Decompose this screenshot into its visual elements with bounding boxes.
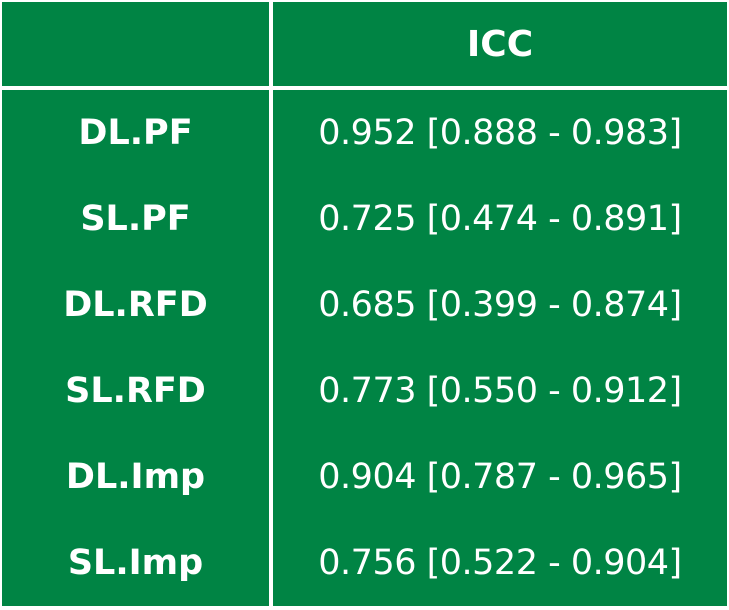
table-row: SL.Imp 0.756 [0.522 - 0.904]	[2, 520, 727, 606]
table-row: SL.RFD 0.773 [0.550 - 0.912]	[2, 348, 727, 434]
row-value: 0.685 [0.399 - 0.874]	[318, 285, 682, 325]
row-label: SL.RFD	[65, 371, 206, 411]
table-row: DL.PF 0.952 [0.888 - 0.983]	[2, 90, 727, 176]
row-label: DL.PF	[78, 113, 193, 153]
row-label: DL.Imp	[65, 457, 206, 497]
row-label: SL.PF	[80, 199, 191, 239]
row-value: 0.952 [0.888 - 0.983]	[318, 113, 682, 153]
row-value: 0.725 [0.474 - 0.891]	[318, 199, 682, 239]
table-body: DL.PF 0.952 [0.888 - 0.983] SL.PF 0.725 …	[2, 90, 727, 606]
row-value: 0.773 [0.550 - 0.912]	[318, 371, 682, 411]
table-row: SL.PF 0.725 [0.474 - 0.891]	[2, 176, 727, 262]
table-row: DL.RFD 0.685 [0.399 - 0.874]	[2, 262, 727, 348]
vertical-divider	[269, 2, 273, 606]
header-divider	[2, 86, 727, 90]
row-label: DL.RFD	[63, 285, 208, 325]
table-row: DL.Imp 0.904 [0.787 - 0.965]	[2, 434, 727, 520]
row-value: 0.904 [0.787 - 0.965]	[318, 457, 682, 497]
row-label: SL.Imp	[67, 543, 204, 583]
column-header-icc: ICC	[466, 23, 534, 65]
row-value: 0.756 [0.522 - 0.904]	[318, 543, 682, 583]
